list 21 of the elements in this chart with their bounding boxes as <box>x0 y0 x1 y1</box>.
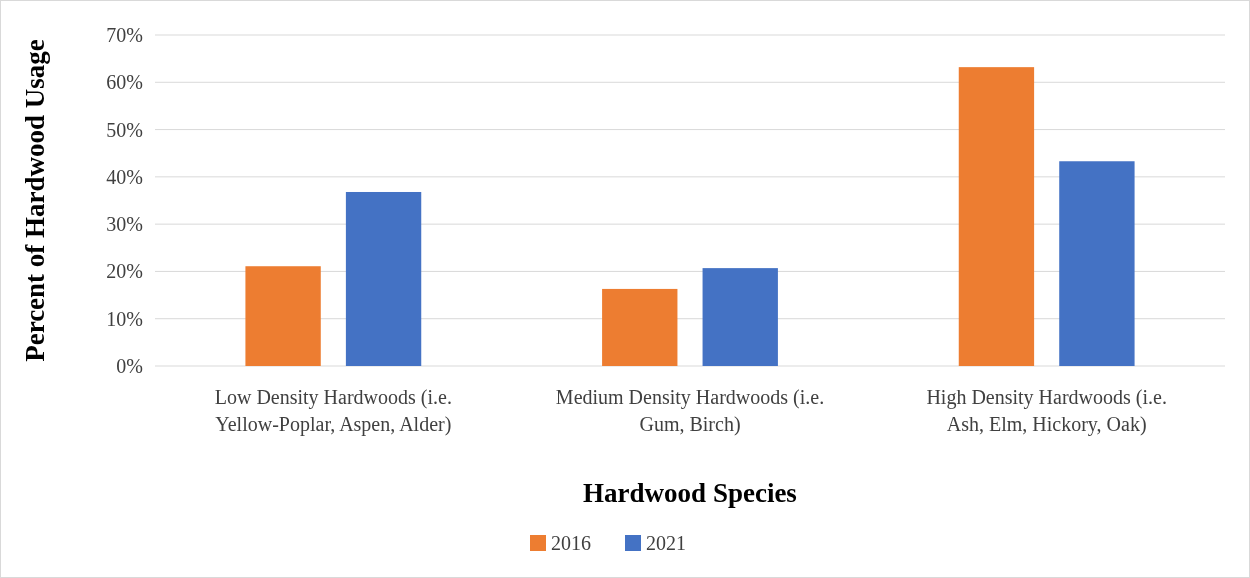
y-axis-title: Percent of Hardwood Usage <box>20 39 50 362</box>
x-tick-label: Low Density Hardwoods (i.e. Yellow-Poplar, Aspen, Alder) <box>214 386 452 436</box>
x-tick-label: Medium Density Hardwoods (i.e. Gum, Birch) <box>555 386 825 436</box>
y-tick-label: 60% <box>106 71 143 94</box>
bar <box>245 266 321 366</box>
x-axis-title: Hardwood Species <box>583 478 797 508</box>
y-tick-label: 20% <box>106 260 143 283</box>
x-tick-label: High Density Hardwoods (i.e. Ash, Elm, Hickory, Oak) <box>926 386 1167 436</box>
legend-label: 2016 <box>551 532 591 554</box>
bar <box>958 67 1035 366</box>
bar <box>345 191 422 366</box>
y-tick-label: 40% <box>106 165 143 188</box>
legend-label: 2021 <box>646 532 686 554</box>
y-tick-label: 30% <box>106 213 143 236</box>
bar <box>1059 161 1135 366</box>
y-tick-label: 10% <box>106 307 143 330</box>
y-tick-label: 70% <box>106 24 143 46</box>
bar <box>602 288 678 366</box>
y-tick-label: 0% <box>116 355 143 377</box>
y-tick-label: 50% <box>106 118 143 141</box>
bar <box>702 268 778 366</box>
